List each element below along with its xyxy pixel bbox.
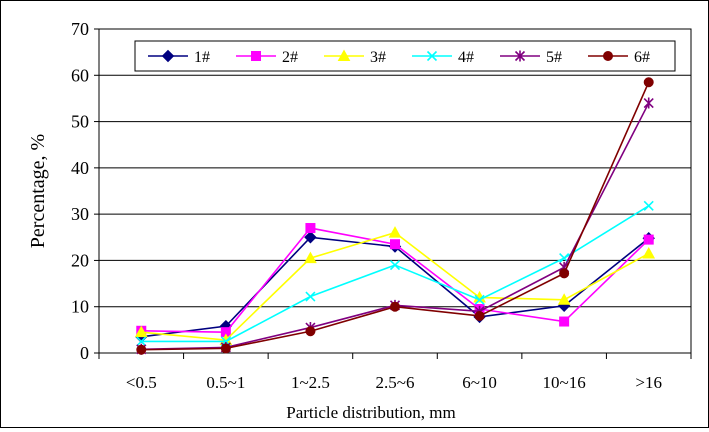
series-2 <box>136 223 654 338</box>
data-point <box>388 226 402 238</box>
data-point <box>643 77 654 88</box>
y-tick-label: 20 <box>71 250 89 270</box>
legend-label: 5# <box>546 49 562 66</box>
legend-item: 3# <box>324 49 386 66</box>
series-3 <box>134 226 656 346</box>
data-point <box>304 231 317 244</box>
data-point <box>474 310 485 321</box>
data-point <box>220 343 231 354</box>
data-point <box>305 326 316 337</box>
legend-item: 5# <box>500 49 562 66</box>
y-tick-label: 70 <box>71 19 89 39</box>
y-tick-label: 60 <box>71 65 89 85</box>
data-point <box>390 239 400 250</box>
legend-marker <box>603 51 613 61</box>
x-axis-label: Particle distribution, mm <box>286 403 456 422</box>
legend-marker <box>337 49 351 61</box>
data-point <box>643 97 654 109</box>
x-tick-label: 6~10 <box>462 373 497 392</box>
y-tick-label: 40 <box>71 158 89 178</box>
legend-box <box>134 40 676 72</box>
data-point <box>643 234 654 245</box>
data-point <box>305 223 316 234</box>
y-tick-label: 30 <box>71 204 89 224</box>
legend-marker <box>514 50 526 62</box>
legend: 1# 2# 3# 4# 5# 6# <box>148 49 650 66</box>
grid-lines <box>99 74 691 308</box>
y-axis: 0 10 20 30 40 50 60 70 <box>71 19 99 363</box>
x-tick-label: 10~16 <box>543 373 586 392</box>
data-point <box>136 344 147 355</box>
legend-label: 6# <box>634 49 650 66</box>
data-point <box>134 325 148 338</box>
legend-marker <box>161 49 175 63</box>
legend-item: 4# <box>412 49 474 66</box>
x-tick-label: 0.5~1 <box>206 373 245 392</box>
legend-label: 2# <box>282 49 298 66</box>
x-tick-label: 2.5~6 <box>376 373 415 392</box>
x-tick-label: <0.5 <box>126 373 157 392</box>
data-point <box>389 259 401 271</box>
data-point <box>136 336 147 347</box>
y-tick-label: 0 <box>80 343 89 363</box>
x-tick-label: 1~2.5 <box>291 373 330 392</box>
data-point <box>557 293 571 305</box>
legend-marker <box>426 50 438 62</box>
data-point <box>474 294 485 305</box>
plot-area <box>98 28 692 354</box>
y-axis-label: Percentage, % <box>27 134 49 248</box>
legend-marker <box>251 51 261 61</box>
x-axis: <0.5 0.5~1 1~2.5 2.5~6 6~10 10~16 >16 <box>98 353 692 392</box>
legend-item: 1# <box>148 49 210 66</box>
data-point <box>642 246 656 259</box>
legend-label: 1# <box>194 49 210 66</box>
data-point <box>304 251 317 264</box>
series-6 <box>136 77 654 355</box>
series-group <box>134 77 656 355</box>
y-tick-label: 50 <box>71 112 89 132</box>
y-tick-label: 10 <box>71 297 89 317</box>
series-4 <box>136 200 654 347</box>
legend-label: 4# <box>458 49 474 66</box>
legend-item: 6# <box>588 49 650 66</box>
data-point <box>643 200 654 211</box>
data-point <box>559 316 570 327</box>
legend-item: 2# <box>236 49 298 66</box>
data-point <box>390 301 400 312</box>
data-point <box>559 268 570 279</box>
x-tick-label: >16 <box>635 373 662 392</box>
data-point <box>305 291 316 302</box>
legend-label: 3# <box>370 49 386 66</box>
